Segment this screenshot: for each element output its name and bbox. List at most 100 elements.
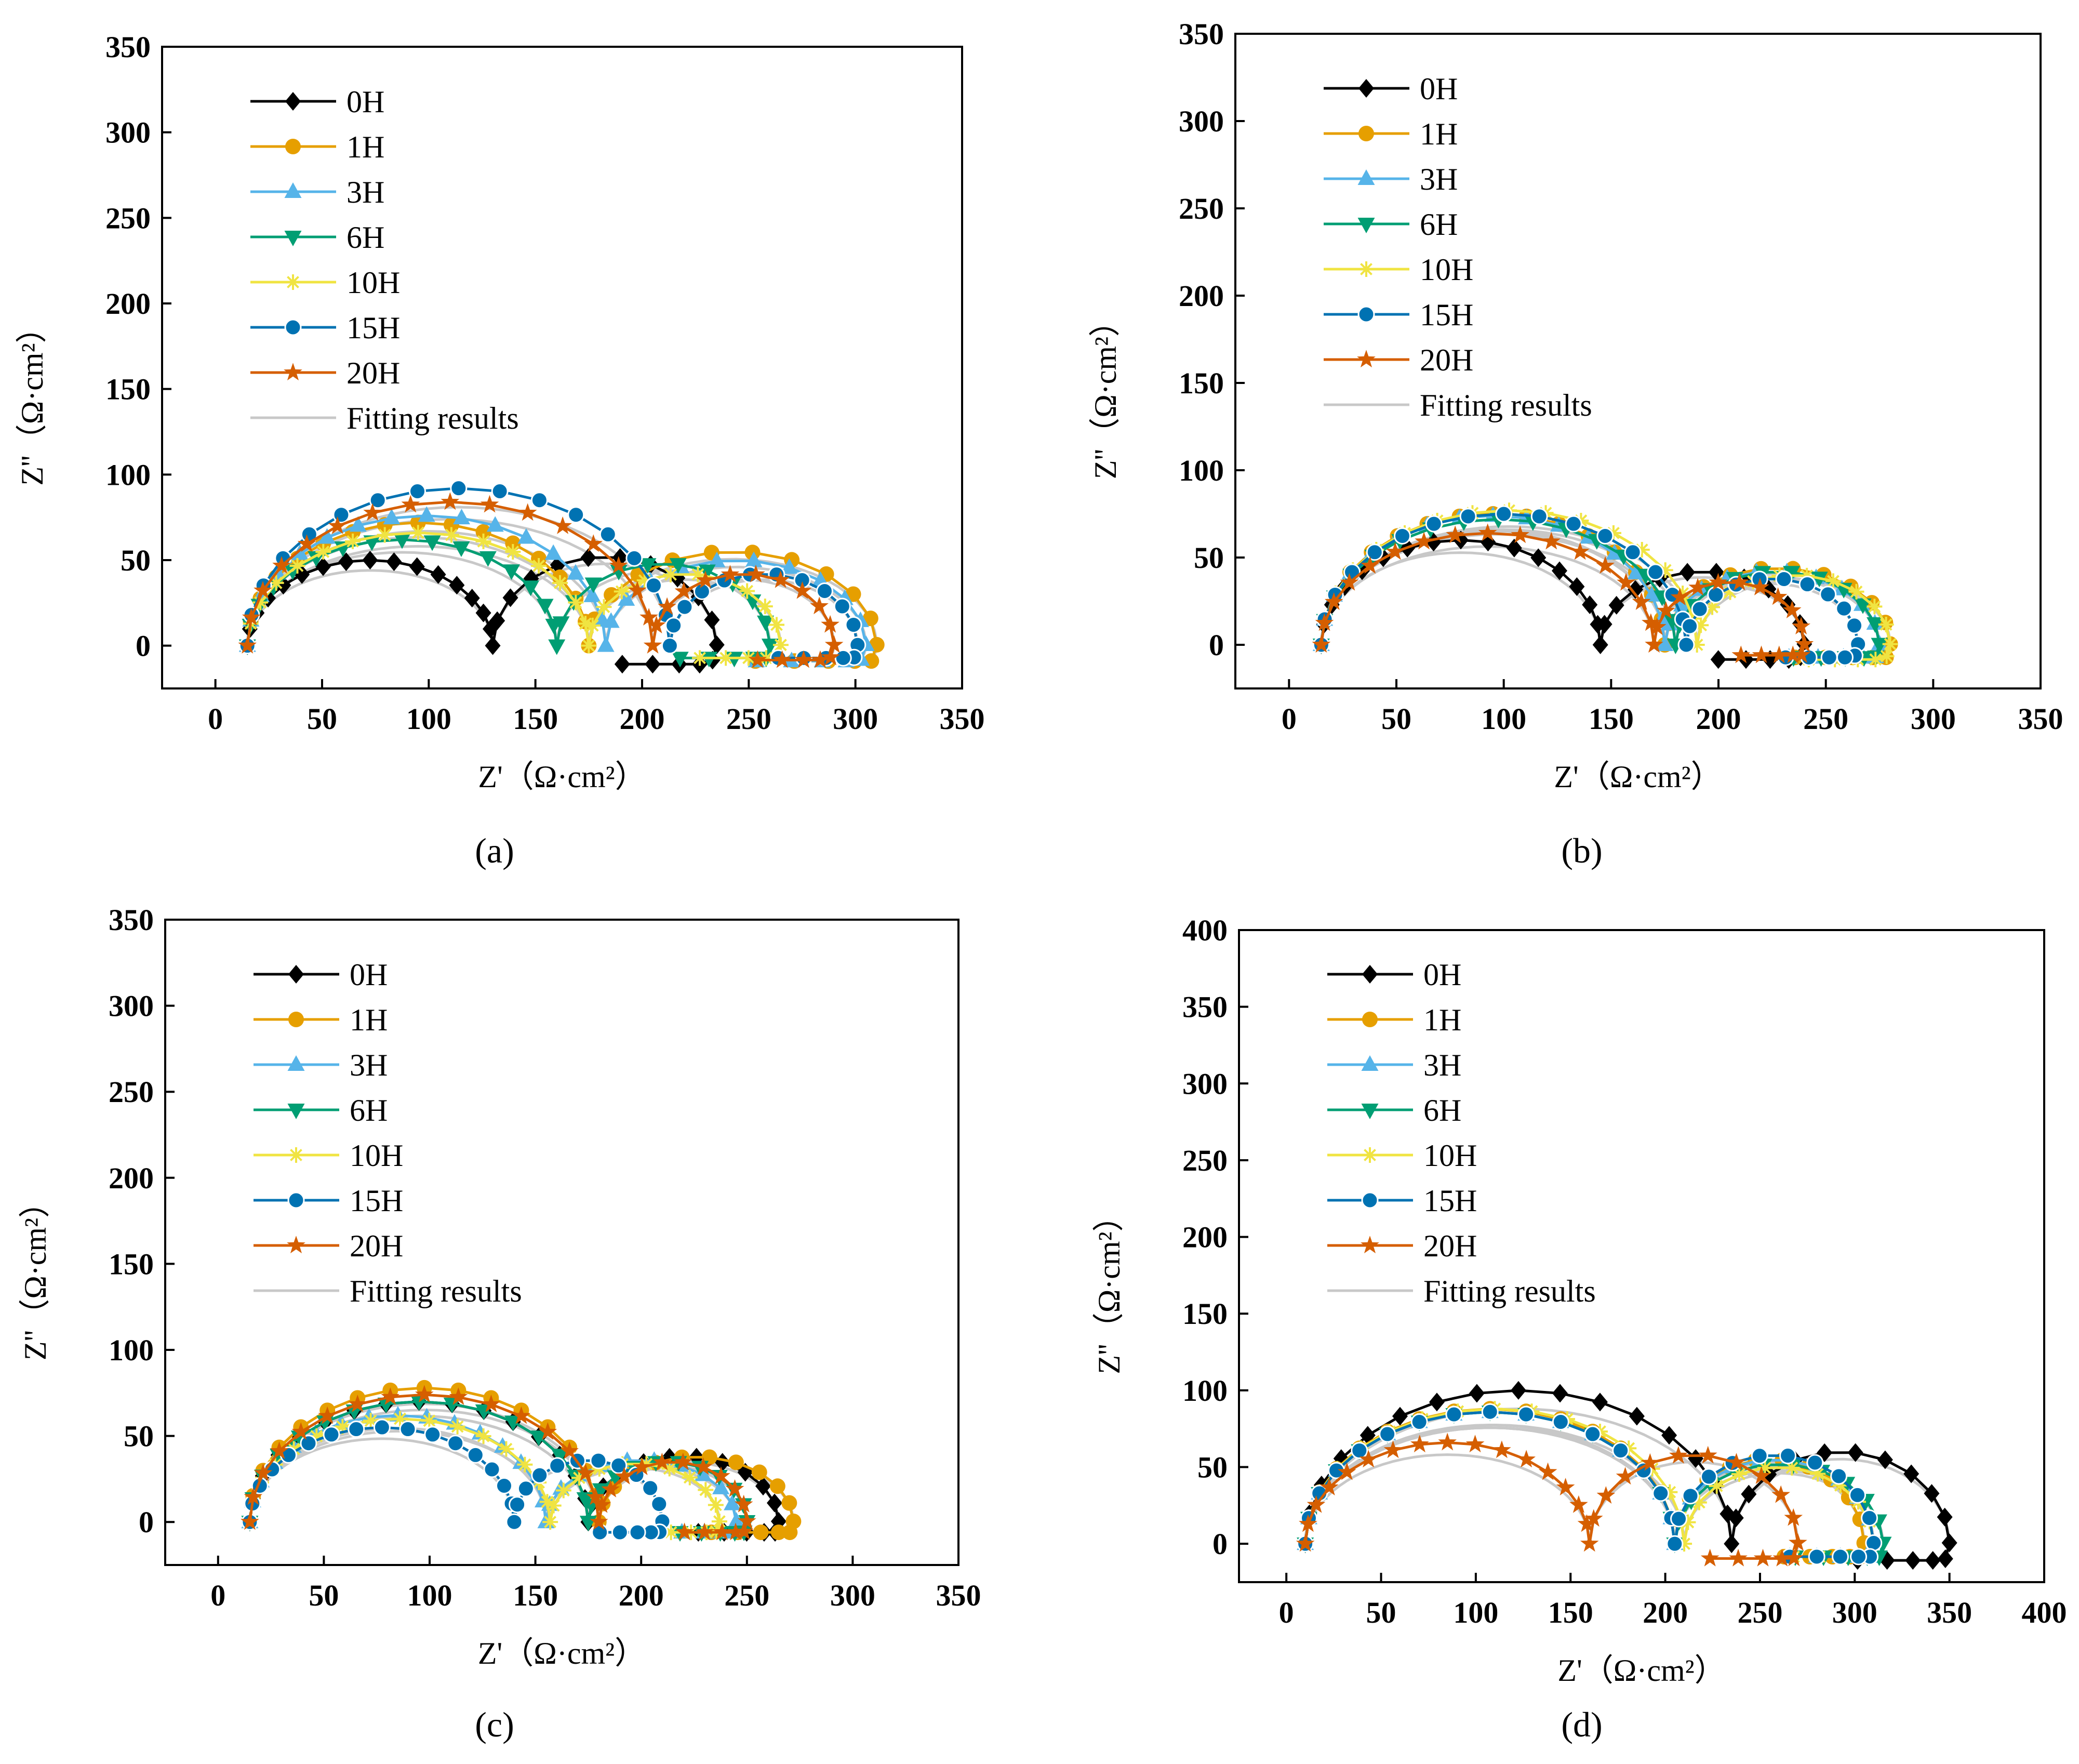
data-point-20H [538, 1422, 557, 1440]
data-point-3H [453, 509, 471, 525]
data-point-10H [1676, 1536, 1692, 1552]
data-point-20H [584, 534, 603, 552]
data-point-20H [1669, 1446, 1688, 1464]
data-point-10H [661, 1461, 677, 1477]
data-point-15H [1779, 1447, 1797, 1465]
data-point-3H [694, 1465, 712, 1481]
data-point-10H [421, 1413, 437, 1429]
data-point-20H [1795, 634, 1814, 652]
data-point-10H [531, 558, 547, 574]
legend-label: 3H [1420, 162, 1458, 196]
data-point-15H [650, 1495, 668, 1513]
data-point-10H [692, 650, 708, 666]
data-point-10H [758, 650, 774, 666]
data-point-3H [583, 586, 601, 602]
data-point-1H [781, 1495, 797, 1511]
data-point-20H [576, 1463, 595, 1481]
series-line-20H [1304, 1441, 1800, 1560]
legend-marker [287, 1236, 305, 1254]
data-point-20H [1383, 1440, 1403, 1458]
x-tick-label: 250 [1803, 702, 1848, 736]
data-point-15H [1849, 1486, 1867, 1504]
y-tick-label: 100 [1179, 454, 1224, 487]
data-point-15H [483, 1461, 501, 1478]
plot-frame [164, 919, 959, 1566]
data-point-20H [794, 650, 813, 668]
data-point-10H [545, 1497, 562, 1514]
legend-marker [287, 1104, 305, 1119]
data-point-15H [424, 1426, 442, 1443]
data-point-20H [1617, 573, 1635, 591]
data-point-20H [586, 1487, 605, 1505]
data-point-6H [1867, 617, 1884, 633]
data-point-3H [517, 528, 535, 544]
data-point-20H [1584, 1509, 1603, 1527]
data-point-20H [297, 534, 316, 552]
data-point-20H [615, 1467, 634, 1484]
data-point-0H [755, 1477, 771, 1496]
data-point-6H [393, 533, 411, 549]
legend-marker [1361, 1104, 1379, 1119]
data-point-20H [1320, 1478, 1339, 1496]
data-point-0H [1582, 595, 1598, 614]
data-point-15H [610, 1456, 628, 1474]
legend-label: 6H [1420, 207, 1458, 242]
data-point-3H [780, 558, 798, 574]
data-point-0H [1925, 1551, 1941, 1570]
data-point-15H [1647, 563, 1664, 581]
data-point-20H [674, 581, 694, 600]
x-tick-label: 250 [1737, 1596, 1782, 1629]
legend-label: 0H [350, 958, 388, 992]
y-tick-label: 250 [1179, 192, 1224, 226]
data-point-0H [475, 603, 491, 622]
data-point-0H [1903, 1464, 1920, 1483]
data-point-15H [1798, 576, 1816, 593]
data-point-0H [766, 1493, 782, 1513]
data-point-20H [449, 1387, 468, 1405]
data-point-0H [430, 565, 446, 584]
data-point-10H [1731, 1466, 1748, 1482]
data-point-10H [392, 1411, 408, 1427]
data-point-10H [1662, 1484, 1678, 1500]
y-axis-label: Z''（Ω·cm²） [1092, 1200, 1126, 1374]
data-point-20H [1446, 525, 1465, 543]
data-point-0H [1629, 1407, 1645, 1426]
legend-marker [1358, 261, 1374, 277]
x-tick-label: 200 [1643, 1596, 1688, 1629]
data-point-10H [309, 1428, 325, 1444]
data-point-15H [1666, 1535, 1684, 1553]
data-point-20H [1784, 1508, 1803, 1526]
data-point-15H [1670, 1510, 1688, 1528]
legend-label: 20H [346, 356, 400, 390]
x-tick-label: 200 [620, 702, 665, 736]
data-point-20H [810, 596, 829, 615]
legend-label: Fitting results [1423, 1274, 1596, 1308]
data-point-20H [696, 571, 715, 589]
data-point-20H [821, 615, 839, 633]
y-tick-label: 350 [109, 903, 154, 937]
data-point-0H [1728, 1508, 1744, 1528]
data-point-10H [757, 598, 773, 614]
legend-label: Fitting results [350, 1274, 522, 1308]
data-point-15H [590, 1452, 607, 1469]
data-point-10H [539, 1494, 555, 1510]
legend-marker [287, 1191, 305, 1209]
data-point-6H [522, 580, 540, 596]
data-point-20H [673, 1452, 692, 1470]
data-point-6H [548, 639, 566, 655]
x-tick-label: 100 [407, 1579, 452, 1612]
data-point-0H [464, 589, 480, 608]
data-point-15H [1445, 1405, 1463, 1423]
data-point-20H [328, 516, 347, 534]
data-point-0H [386, 552, 402, 572]
data-point-3H [544, 544, 562, 560]
data-point-20H [1729, 1548, 1748, 1567]
legend-marker [1357, 350, 1376, 368]
data-point-20H [725, 1479, 744, 1497]
data-point-15H [1700, 1468, 1718, 1486]
data-point-20H [1771, 1485, 1790, 1503]
data-point-0H [1552, 1384, 1568, 1403]
data-point-15H [1425, 515, 1443, 533]
data-point-15H [1861, 1509, 1878, 1527]
data-point-10H [268, 575, 284, 591]
